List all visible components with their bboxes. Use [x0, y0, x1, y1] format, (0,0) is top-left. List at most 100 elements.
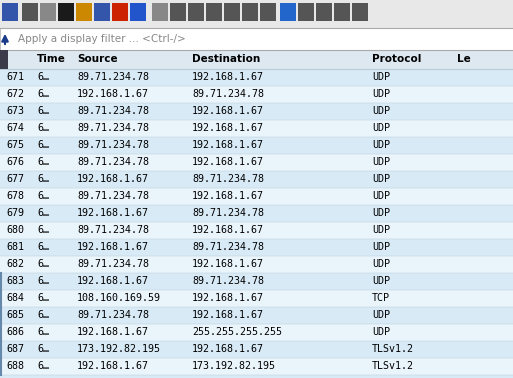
Bar: [0, 103, 513, 120]
Text: 89.71.234.78: 89.71.234.78: [77, 72, 149, 82]
Text: 6…: 6…: [37, 106, 49, 116]
Bar: [0, 341, 513, 358]
Text: 6…: 6…: [37, 191, 49, 201]
Text: 89.71.234.78: 89.71.234.78: [192, 276, 264, 286]
Text: 192.168.1.67: 192.168.1.67: [192, 191, 264, 201]
Bar: [0, 290, 513, 307]
Bar: [0, 50, 513, 378]
Text: UDP: UDP: [372, 174, 390, 184]
Text: 192.168.1.67: 192.168.1.67: [192, 157, 264, 167]
Text: UDP: UDP: [372, 208, 390, 218]
Bar: [94, 3, 110, 21]
Text: UDP: UDP: [372, 276, 390, 286]
Text: 6…: 6…: [37, 310, 49, 320]
Text: 676: 676: [6, 157, 24, 167]
Text: Le: Le: [457, 54, 471, 64]
Bar: [0, 28, 513, 50]
Text: 89.71.234.78: 89.71.234.78: [192, 174, 264, 184]
Text: 192.168.1.67: 192.168.1.67: [192, 123, 264, 133]
Bar: [0, 358, 513, 375]
Text: Destination: Destination: [192, 54, 260, 64]
Bar: [0, 188, 513, 205]
Bar: [0, 205, 513, 222]
Text: 6…: 6…: [37, 344, 49, 354]
Text: 671: 671: [6, 72, 24, 82]
Bar: [352, 3, 368, 21]
Bar: [170, 3, 186, 21]
Text: 686: 686: [6, 327, 24, 337]
Text: 685: 685: [6, 310, 24, 320]
Text: 679: 679: [6, 208, 24, 218]
Text: 677: 677: [6, 174, 24, 184]
Text: 672: 672: [6, 89, 24, 99]
Text: 6…: 6…: [37, 259, 49, 269]
Text: 108.160.169.59: 108.160.169.59: [77, 293, 161, 303]
Text: Time: Time: [37, 54, 66, 64]
Text: 6…: 6…: [37, 174, 49, 184]
Text: TLSv1.2: TLSv1.2: [372, 361, 414, 371]
Bar: [58, 3, 74, 21]
Text: 688: 688: [6, 361, 24, 371]
Bar: [40, 3, 56, 21]
Text: 6…: 6…: [37, 276, 49, 286]
Text: 6…: 6…: [37, 327, 49, 337]
Text: 680: 680: [6, 225, 24, 235]
Text: 684: 684: [6, 293, 24, 303]
Bar: [260, 3, 276, 21]
Text: TCP: TCP: [372, 293, 390, 303]
Bar: [0, 273, 513, 290]
Text: UDP: UDP: [372, 310, 390, 320]
Text: 6…: 6…: [37, 72, 49, 82]
Text: 6…: 6…: [37, 361, 49, 371]
Text: 192.168.1.67: 192.168.1.67: [192, 72, 264, 82]
Text: Protocol: Protocol: [372, 54, 421, 64]
Text: 675: 675: [6, 140, 24, 150]
Bar: [298, 3, 314, 21]
Text: 192.168.1.67: 192.168.1.67: [192, 293, 264, 303]
Bar: [316, 3, 332, 21]
Text: 192.168.1.67: 192.168.1.67: [77, 208, 149, 218]
Text: 89.71.234.78: 89.71.234.78: [192, 208, 264, 218]
Text: Apply a display filter ... <Ctrl-/>: Apply a display filter ... <Ctrl-/>: [18, 34, 186, 44]
Bar: [0, 86, 513, 103]
Text: 192.168.1.67: 192.168.1.67: [77, 327, 149, 337]
Bar: [0, 0, 513, 28]
Bar: [112, 3, 128, 21]
Text: 89.71.234.78: 89.71.234.78: [77, 123, 149, 133]
Bar: [224, 3, 240, 21]
Text: 192.168.1.67: 192.168.1.67: [77, 89, 149, 99]
Text: 192.168.1.67: 192.168.1.67: [192, 310, 264, 320]
Text: 6…: 6…: [37, 140, 49, 150]
Bar: [0, 50, 8, 69]
Text: TLSv1.2: TLSv1.2: [372, 344, 414, 354]
Bar: [0, 256, 513, 273]
Text: 192.168.1.67: 192.168.1.67: [77, 242, 149, 252]
Text: 89.71.234.78: 89.71.234.78: [77, 259, 149, 269]
Text: 6…: 6…: [37, 208, 49, 218]
Text: 192.168.1.67: 192.168.1.67: [192, 225, 264, 235]
Text: 683: 683: [6, 276, 24, 286]
Text: 173.192.82.195: 173.192.82.195: [77, 344, 161, 354]
Text: UDP: UDP: [372, 89, 390, 99]
Text: 6…: 6…: [37, 242, 49, 252]
Bar: [242, 3, 258, 21]
Bar: [130, 3, 146, 21]
Text: UDP: UDP: [372, 157, 390, 167]
Text: 192.168.1.67: 192.168.1.67: [77, 276, 149, 286]
Bar: [22, 3, 38, 21]
Bar: [0, 154, 513, 171]
Text: 682: 682: [6, 259, 24, 269]
Text: 6…: 6…: [37, 157, 49, 167]
Bar: [0, 222, 513, 239]
Text: 192.168.1.67: 192.168.1.67: [77, 361, 149, 371]
Text: 192.168.1.67: 192.168.1.67: [192, 106, 264, 116]
Text: 673: 673: [6, 106, 24, 116]
Bar: [334, 3, 350, 21]
Bar: [152, 3, 168, 21]
Text: 89.71.234.78: 89.71.234.78: [77, 310, 149, 320]
Text: 89.71.234.78: 89.71.234.78: [77, 225, 149, 235]
Text: 687: 687: [6, 344, 24, 354]
Bar: [0, 171, 513, 188]
Bar: [280, 3, 296, 21]
Bar: [2, 3, 18, 21]
